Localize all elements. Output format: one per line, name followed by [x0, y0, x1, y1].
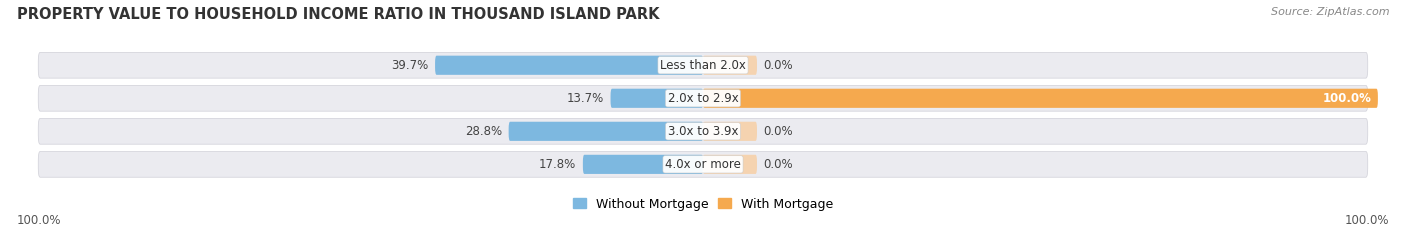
Text: 17.8%: 17.8%: [538, 158, 576, 171]
Text: 100.0%: 100.0%: [17, 214, 62, 227]
Legend: Without Mortgage, With Mortgage: Without Mortgage, With Mortgage: [568, 193, 838, 216]
FancyBboxPatch shape: [703, 155, 756, 174]
FancyBboxPatch shape: [583, 155, 703, 174]
FancyBboxPatch shape: [434, 56, 703, 75]
Text: Less than 2.0x: Less than 2.0x: [659, 59, 747, 72]
FancyBboxPatch shape: [38, 151, 1368, 177]
FancyBboxPatch shape: [38, 52, 1368, 78]
Text: 4.0x or more: 4.0x or more: [665, 158, 741, 171]
Text: 3.0x to 3.9x: 3.0x to 3.9x: [668, 125, 738, 138]
Text: 2.0x to 2.9x: 2.0x to 2.9x: [668, 92, 738, 105]
Text: 0.0%: 0.0%: [763, 158, 793, 171]
Text: Source: ZipAtlas.com: Source: ZipAtlas.com: [1271, 7, 1389, 17]
Text: 100.0%: 100.0%: [1344, 214, 1389, 227]
FancyBboxPatch shape: [610, 89, 703, 108]
Text: 100.0%: 100.0%: [1322, 92, 1371, 105]
FancyBboxPatch shape: [509, 122, 703, 141]
Text: PROPERTY VALUE TO HOUSEHOLD INCOME RATIO IN THOUSAND ISLAND PARK: PROPERTY VALUE TO HOUSEHOLD INCOME RATIO…: [17, 7, 659, 22]
Text: 13.7%: 13.7%: [567, 92, 603, 105]
Text: 0.0%: 0.0%: [763, 125, 793, 138]
FancyBboxPatch shape: [38, 85, 1368, 111]
Text: 28.8%: 28.8%: [465, 125, 502, 138]
FancyBboxPatch shape: [703, 56, 756, 75]
FancyBboxPatch shape: [38, 118, 1368, 144]
Text: 39.7%: 39.7%: [391, 59, 429, 72]
Text: 0.0%: 0.0%: [763, 59, 793, 72]
FancyBboxPatch shape: [703, 89, 1378, 108]
FancyBboxPatch shape: [703, 122, 756, 141]
